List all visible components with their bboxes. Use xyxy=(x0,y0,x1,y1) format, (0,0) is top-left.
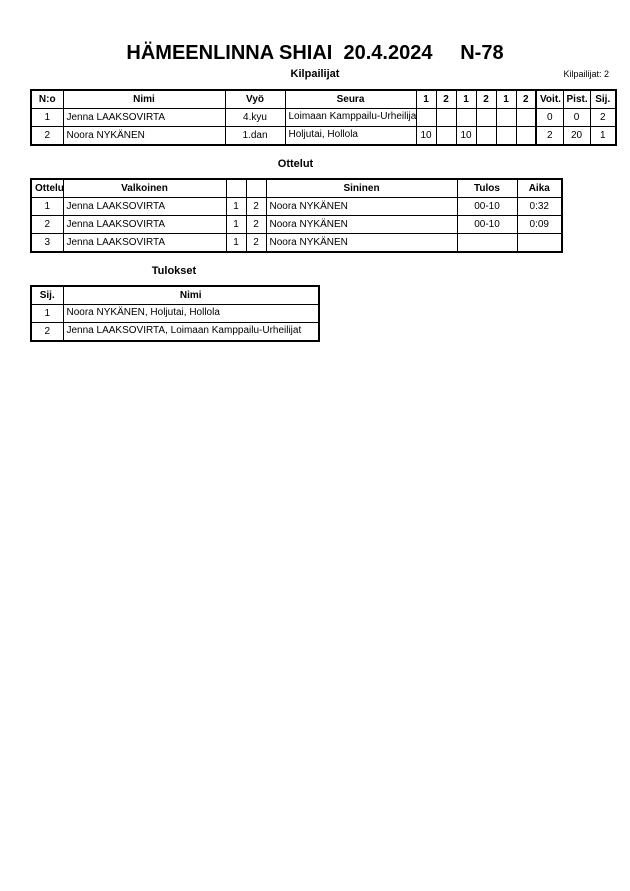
col-header-seura: Seura xyxy=(284,89,417,109)
col-header-valkoinen: Valkoinen xyxy=(62,178,227,198)
cell-aika: 0:32 xyxy=(516,197,563,216)
cell-white-number: 1 xyxy=(225,233,247,253)
col-header-match-5: 1 xyxy=(495,89,517,109)
cell-match-2 xyxy=(435,108,457,127)
col-header-vyo: Vyö xyxy=(224,89,286,109)
col-header-blue-score xyxy=(245,178,267,198)
cell-nro: 1 xyxy=(30,108,64,127)
cell-valkoinen: Jenna LAAKSOVIRTA xyxy=(62,233,227,253)
cell-blue-number: 2 xyxy=(245,233,267,253)
cell-seura: Holjutai, Hollola xyxy=(284,126,417,146)
col-header-match-6: 2 xyxy=(515,89,537,109)
matches-table: Ottelu Valkoinen Sininen Tulos Aika 1 Je… xyxy=(30,178,563,253)
table-header-row: N:o Nimi Vyö Seura 1 2 1 2 1 2 Voit. Pis… xyxy=(30,89,617,109)
cell-sininen: Noora NYKÄNEN xyxy=(265,197,458,216)
page-subtitle: Kilpailijat xyxy=(290,68,340,80)
cell-voit: 2 xyxy=(535,126,564,146)
cell-aika xyxy=(516,233,563,253)
cell-blue-number: 2 xyxy=(245,215,267,234)
cell-match-5 xyxy=(495,126,517,146)
cell-result-nimi-text: Noora NYKÄNEN, Holjutai, Hollola xyxy=(66,307,220,318)
col-header-sininen: Sininen xyxy=(265,178,458,198)
col-header-result-sij: Sij. xyxy=(30,285,64,305)
col-header-match-1: 1 xyxy=(415,89,437,109)
cell-seura-text: Loimaan Kamppailu-Urheilijat xyxy=(288,111,416,122)
cell-match-6 xyxy=(515,108,537,127)
col-header-match-4: 2 xyxy=(475,89,497,109)
cell-match-4 xyxy=(475,126,497,146)
section-caption-tulokset: Tulokset xyxy=(151,265,197,277)
table-row: 2 Jenna LAAKSOVIRTA, Loimaan Kamppailu-U… xyxy=(30,322,320,342)
cell-pist: 20 xyxy=(562,126,591,146)
table-row: 1 Jenna LAAKSOVIRTA 4.kyu Loimaan Kamppa… xyxy=(30,108,617,127)
cell-seura-text: Holjutai, Hollola xyxy=(288,129,358,140)
cell-tulos: 00-10 xyxy=(456,215,518,234)
table-row: 1 Jenna LAAKSOVIRTA 1 2 Noora NYKÄNEN 00… xyxy=(30,197,563,216)
cell-valkoinen: Jenna LAAKSOVIRTA xyxy=(62,215,227,234)
cell-ottelu: 1 xyxy=(30,197,64,216)
cell-result-sij: 1 xyxy=(30,304,64,323)
table-row: 3 Jenna LAAKSOVIRTA 1 2 Noora NYKÄNEN xyxy=(30,233,563,253)
col-header-aika: Aika xyxy=(516,178,563,198)
cell-sij: 1 xyxy=(589,126,617,146)
col-header-match-2: 2 xyxy=(435,89,457,109)
cell-sij: 2 xyxy=(589,108,617,127)
table-row: 2 Jenna LAAKSOVIRTA 1 2 Noora NYKÄNEN 00… xyxy=(30,215,563,234)
cell-white-number: 1 xyxy=(225,197,247,216)
cell-ottelu: 3 xyxy=(30,233,64,253)
cell-result-nimi: Noora NYKÄNEN, Holjutai, Hollola xyxy=(62,304,320,323)
section-caption-ottelut: Ottelut xyxy=(277,158,314,170)
cell-ottelu: 2 xyxy=(30,215,64,234)
cell-valkoinen: Jenna LAAKSOVIRTA xyxy=(62,197,227,216)
cell-match-3 xyxy=(455,108,477,127)
col-header-match-3: 1 xyxy=(455,89,477,109)
col-header-white-score xyxy=(225,178,247,198)
cell-nimi: Noora NYKÄNEN xyxy=(62,126,226,146)
cell-blue-number: 2 xyxy=(245,197,267,216)
col-header-sij: Sij. xyxy=(589,89,617,109)
cell-vyo: 4.kyu xyxy=(224,108,286,127)
cell-seura: Loimaan Kamppailu-Urheilijat xyxy=(284,108,417,127)
results-table: Sij. Nimi 1 Noora NYKÄNEN, Holjutai, Hol… xyxy=(30,285,320,342)
competitors-table: N:o Nimi Vyö Seura 1 2 1 2 1 2 Voit. Pis… xyxy=(30,89,617,146)
cell-result-nimi-text: Jenna LAAKSOVIRTA, Loimaan Kamppailu-Urh… xyxy=(66,325,302,336)
cell-aika: 0:09 xyxy=(516,215,563,234)
competitor-count-label: Kilpailijat: 2 xyxy=(563,69,609,79)
table-header-row: Ottelu Valkoinen Sininen Tulos Aika xyxy=(30,178,563,198)
cell-nimi: Jenna LAAKSOVIRTA xyxy=(62,108,226,127)
cell-vyo: 1.dan xyxy=(224,126,286,146)
cell-white-number: 1 xyxy=(225,215,247,234)
cell-tulos xyxy=(456,233,518,253)
cell-match-2 xyxy=(435,126,457,146)
cell-match-6 xyxy=(515,126,537,146)
cell-sininen: Noora NYKÄNEN xyxy=(265,233,458,253)
cell-result-sij: 2 xyxy=(30,322,64,342)
col-header-voit: Voit. xyxy=(535,89,564,109)
col-header-result-nimi: Nimi xyxy=(62,285,320,305)
cell-voit: 0 xyxy=(535,108,564,127)
cell-match-1: 10 xyxy=(415,126,437,146)
page-title: HÄMEENLINNA SHIAI 20.4.2024 N-78 xyxy=(126,42,504,64)
table-row: 2 Noora NYKÄNEN 1.dan Holjutai, Hollola … xyxy=(30,126,617,146)
cell-match-3: 10 xyxy=(455,126,477,146)
cell-result-nimi: Jenna LAAKSOVIRTA, Loimaan Kamppailu-Urh… xyxy=(62,322,320,342)
cell-sininen: Noora NYKÄNEN xyxy=(265,215,458,234)
col-header-pist: Pist. xyxy=(562,89,591,109)
cell-nro: 2 xyxy=(30,126,64,146)
col-header-nimi: Nimi xyxy=(62,89,226,109)
table-row: 1 Noora NYKÄNEN, Holjutai, Hollola xyxy=(30,304,320,323)
col-header-nro: N:o xyxy=(30,89,64,109)
col-header-tulos: Tulos xyxy=(456,178,518,198)
cell-match-5 xyxy=(495,108,517,127)
table-header-row: Sij. Nimi xyxy=(30,285,320,305)
cell-tulos: 00-10 xyxy=(456,197,518,216)
col-header-ottelu: Ottelu xyxy=(30,178,64,198)
cell-match-4 xyxy=(475,108,497,127)
cell-match-1 xyxy=(415,108,437,127)
cell-pist: 0 xyxy=(562,108,591,127)
